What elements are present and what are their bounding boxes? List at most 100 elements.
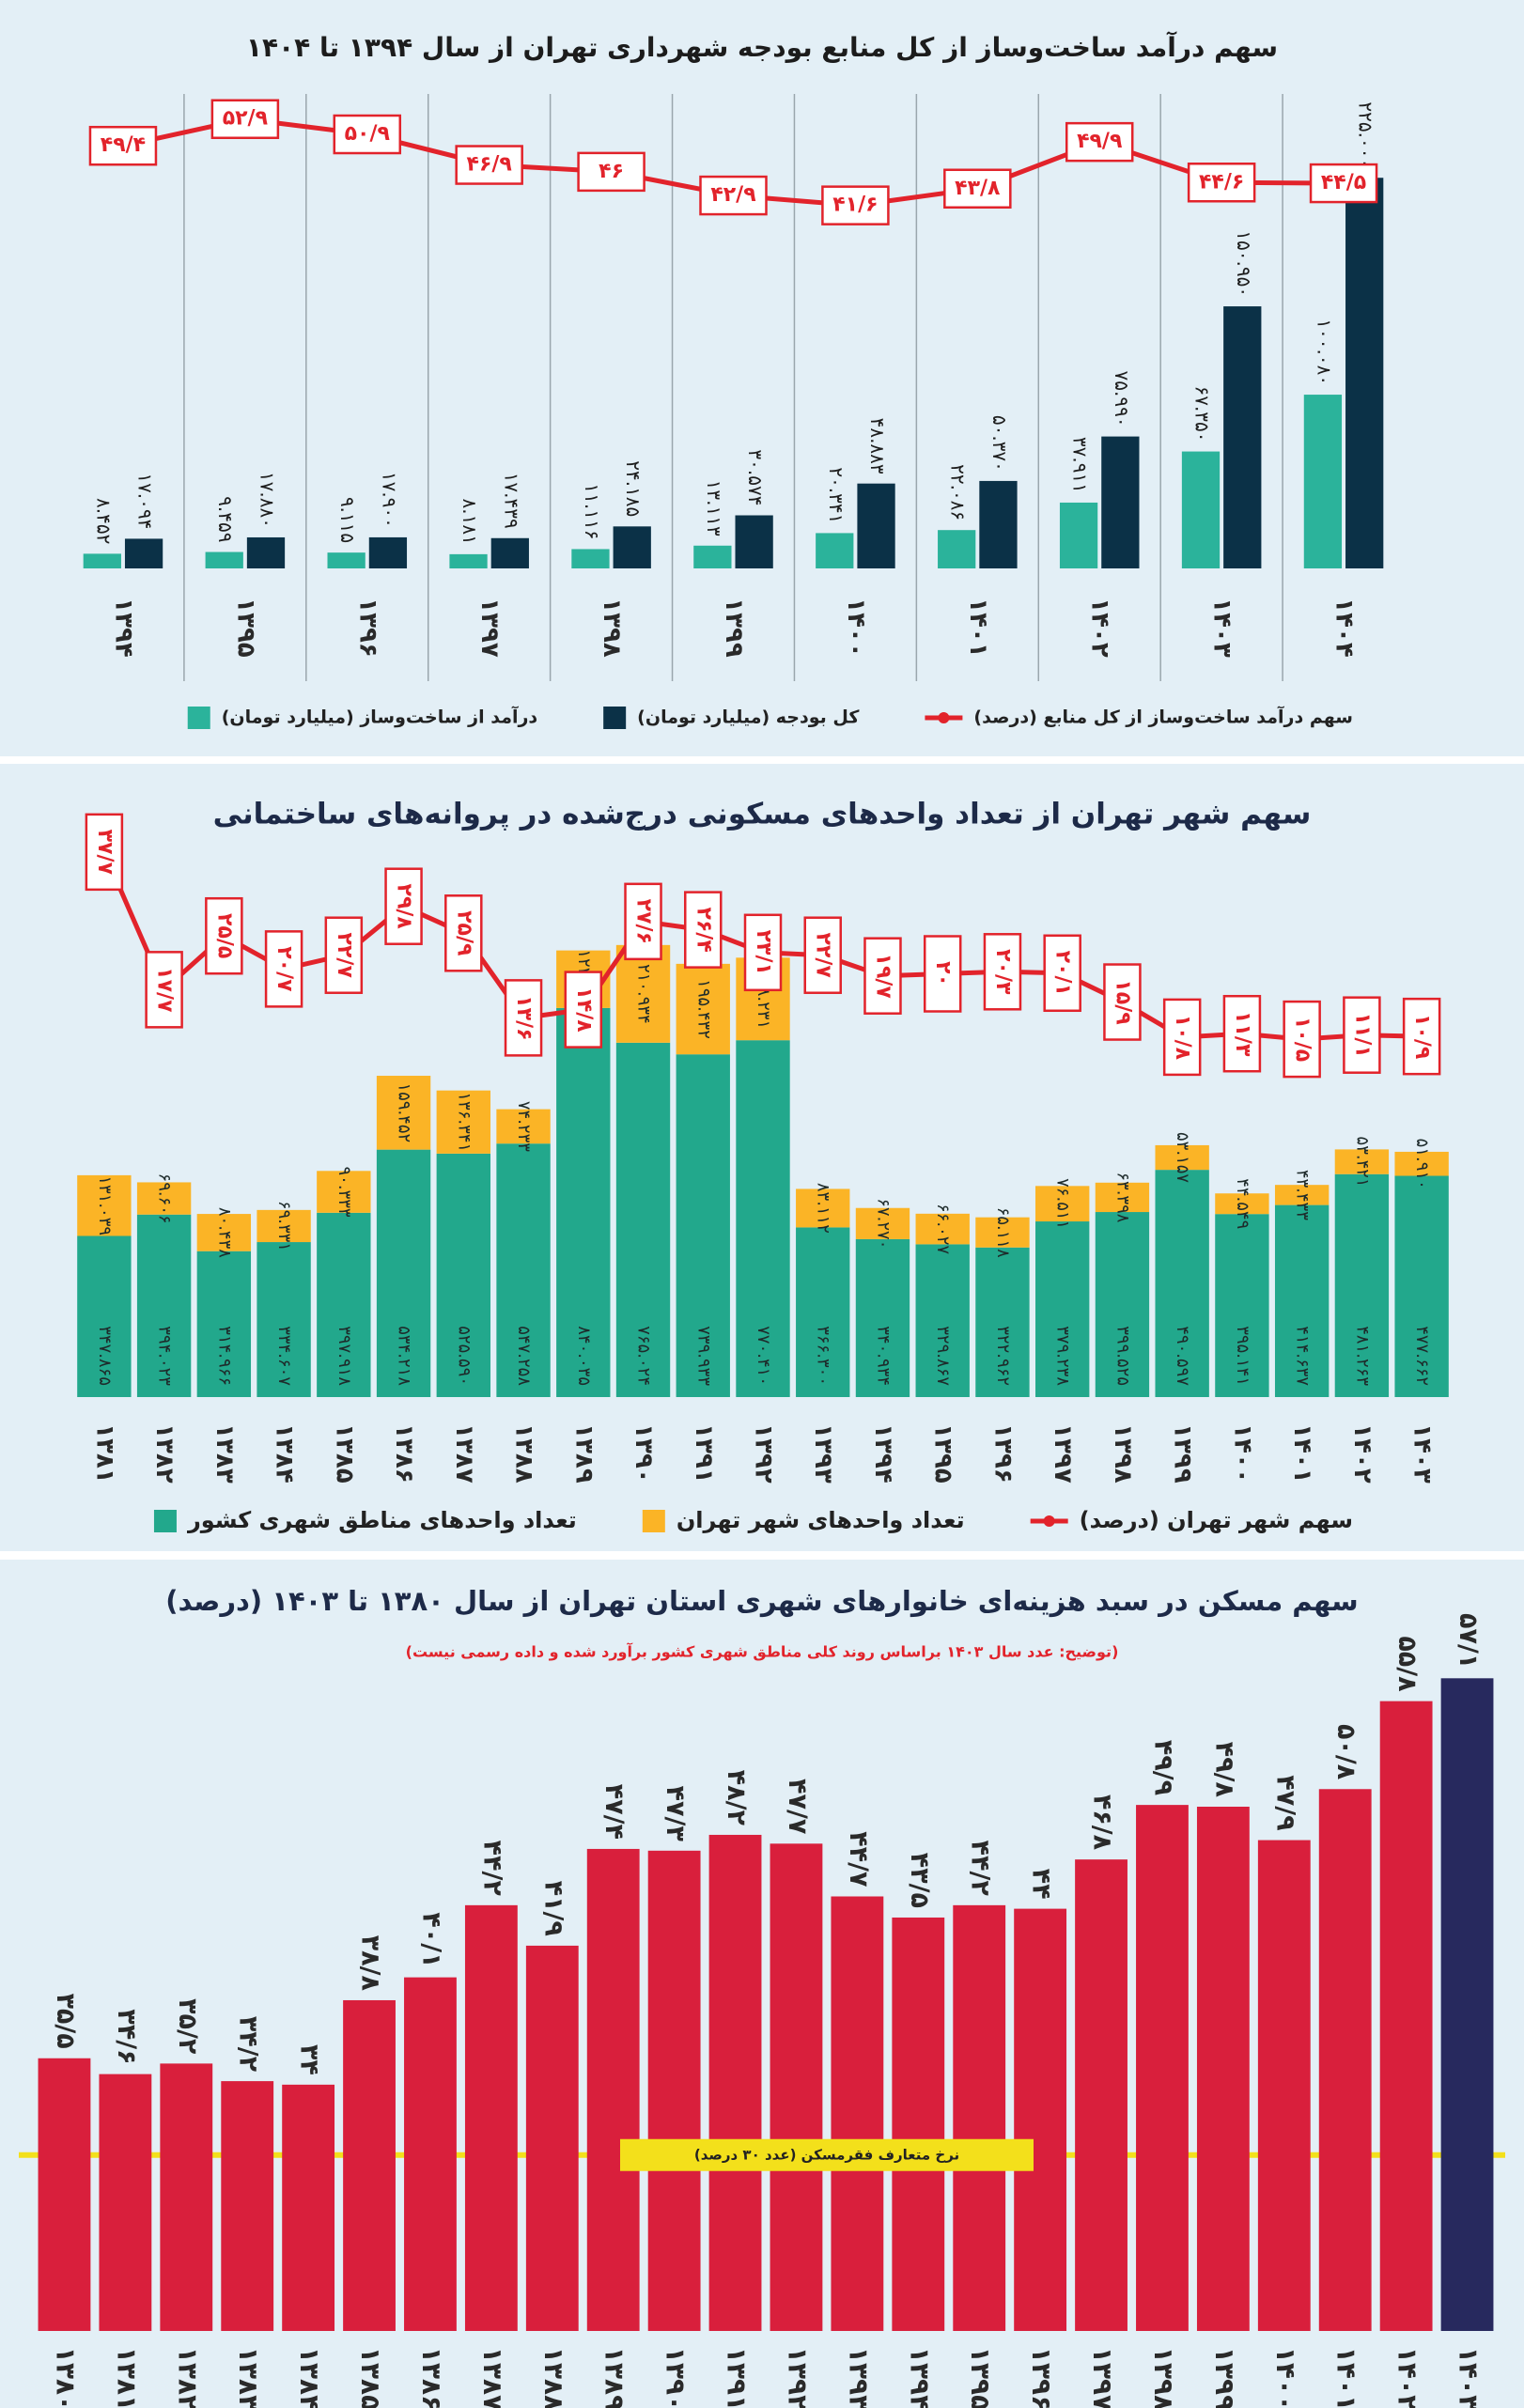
value-label: ۴۶/۹ [467,153,512,177]
bar [586,1848,640,2331]
value-label-box [803,916,842,994]
value-label: ۵۳۴.۲۱۸ [395,1326,414,1386]
bar [1257,1840,1311,2331]
bar-segment [855,1207,910,1239]
reference-label-box [620,2138,1034,2171]
value-label: ۴۱/۹ [538,1881,568,1936]
x-tick-label: ۱۳۸۵ [330,1423,358,1484]
x-tick-label: ۱۳۹۶ [1026,2347,1057,2408]
bar-segment [1155,1144,1209,1171]
value-label: ۵۳.۱۵۷ [1173,1132,1192,1183]
value-label-box [1043,934,1081,1013]
value-label: ۳۳۴.۶۰۷ [274,1326,294,1386]
x-tick-label: ۱۴۰۱ [1288,1423,1316,1483]
bar [160,2063,213,2331]
value-label: ۱۰/۸ [1171,1015,1194,1061]
value-label-box [145,951,183,1029]
bar-segment [676,1054,730,1397]
bar-segment [317,1171,371,1213]
x-tick-label: ۱۴۰۱ [964,598,992,657]
value-label: ۴۶ [599,160,624,183]
bar [892,1917,945,2331]
bar [1059,502,1098,568]
value-label: ۳۵/۵ [51,1993,80,2048]
value-label: ۳۷.۹۱۱ [1069,437,1092,493]
value-label: ۴۰/۱ [416,1912,445,1967]
x-tick-label: ۱۳۹۹ [720,598,748,658]
value-label: ۱۰/۹ [1410,1014,1434,1059]
value-label-box [983,933,1022,1011]
value-label: ۳۱۴.۹۶۶ [214,1326,234,1386]
value-label: ۵۲۵.۵۹۰ [454,1326,474,1386]
x-tick-label: ۱۳۹۸ [1148,2347,1179,2408]
value-label: ۵۱.۹۱۰ [1412,1139,1432,1189]
legend-swatch [153,1510,177,1532]
x-tick-label: ۱۳۹۴ [869,1423,897,1483]
value-label: ۱۰۰.۰۸۰ [1313,318,1335,385]
bar-segment [1095,1212,1150,1397]
value-label-box [821,185,890,225]
x-tick-label: ۱۳۹۷ [1087,2347,1118,2408]
bar [1223,306,1262,568]
bar [205,552,243,568]
value-label: ۴۴/۵ [1321,171,1366,194]
bar-segment [615,944,671,1043]
value-label: ۱۴/۸ [572,987,596,1033]
bar [816,533,854,568]
x-tick-label: ۱۳۸۷ [477,2347,508,2408]
value-label-box [1402,997,1441,1076]
value-label-box [88,125,158,166]
x-tick-label: ۱۴۰۰ [1228,1423,1256,1483]
x-tick-label: ۱۳۹۹ [1209,2347,1240,2408]
value-label: ۱۷.۸۸۰ [256,472,278,528]
bar-segment [676,963,730,1055]
x-tick-label: ۱۳۹۲ [782,2347,813,2408]
bar-segment [915,1244,970,1397]
x-tick-label: ۱۳۹۳ [809,1423,837,1484]
x-tick-label: ۱۳۸۸ [538,2347,569,2408]
x-tick-label: ۱۳۹۵ [965,2347,996,2408]
value-label: ۶۹.۶۰۶ [155,1173,175,1224]
x-tick-label: ۱۳۸۲ [150,1423,179,1484]
value-label: ۱۵۹.۴۵۲ [395,1082,414,1142]
value-label: ۴۷/۳ [661,1785,690,1841]
value-label-box [333,114,402,155]
value-label: ۲۰/۳ [991,949,1015,995]
value-label: ۴۷/۷ [783,1779,812,1835]
bar-segment [436,1090,490,1154]
bar-segment [496,1143,551,1397]
bar-segment [136,1214,192,1397]
value-label: ۴۷۷.۶۶۲ [1412,1326,1432,1386]
x-tick-label: ۱۳۹۴ [109,598,137,657]
x-tick-label: ۱۳۸۶ [390,1423,418,1483]
x-tick-label: ۱۳۸۱ [90,1423,118,1483]
x-tick-label: ۱۳۹۰ [661,2347,692,2408]
value-label: ۱۱.۱۱۶ [581,483,603,539]
bar-segment [196,1251,252,1397]
x-tick-label: ۱۳۹۷ [475,598,504,658]
bar [647,1850,701,2331]
value-label: ۱۷/۷ [153,967,177,1013]
value-label: ۳۲۲.۹۶۲ [993,1326,1013,1386]
bar-segment [196,1214,252,1251]
value-label-box [943,168,1012,210]
x-tick-label: ۱۳۹۵ [929,1423,957,1484]
bar-segment [855,1238,910,1397]
bar-segment [376,1149,431,1397]
x-tick-label: ۱۳۹۷ [1049,1423,1077,1484]
value-label: ۴۳.۴۳۳ [1293,1170,1313,1220]
value-label: ۲۳/۱ [752,930,775,975]
bar-segment [796,1188,850,1228]
value-label-box [444,894,483,972]
value-label-box [564,971,603,1049]
value-label-box [624,882,662,961]
bar-segment [556,1007,611,1397]
bar [490,537,529,568]
bar-segment [1274,1204,1330,1397]
x-tick-label: ۱۳۹۸ [1109,1423,1137,1484]
bar-segment [1394,1151,1449,1176]
bar [368,536,408,568]
value-label: ۲۵/۵ [212,913,236,958]
bar [1136,1805,1189,2331]
value-label: ۲۰/۱ [1051,951,1075,996]
